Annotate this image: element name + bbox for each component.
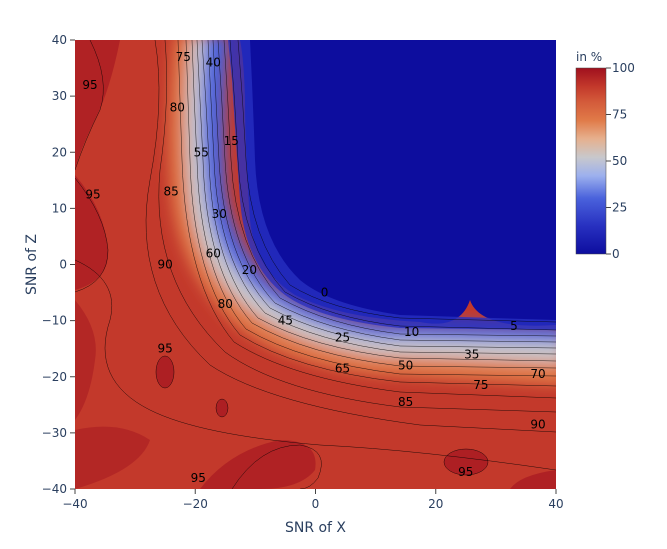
contour-label: 80	[218, 297, 233, 311]
contour-label: 20	[242, 263, 257, 277]
contour-label: 90	[158, 258, 173, 272]
colorbar-tick-label: 75	[612, 108, 627, 122]
contour-label: 5	[510, 319, 518, 333]
colorbar-gradient	[575, 67, 607, 255]
contour-label: 95	[85, 187, 100, 201]
colorbar-title: in %	[576, 50, 602, 64]
x-tick-label: 20	[428, 497, 443, 511]
x-tick-label: −20	[183, 497, 208, 511]
contour-label: 95	[191, 471, 206, 485]
y-tick-label: −10	[42, 314, 67, 328]
contour-label: 95	[158, 342, 173, 356]
x-axis: −40 −20 0 20 40 SNR of X	[62, 489, 564, 536]
contour-label: 25	[335, 330, 350, 344]
contour-label: 35	[464, 347, 479, 361]
contour-label: 55	[194, 145, 209, 159]
contour-label: 30	[212, 207, 227, 221]
contour-label: 95	[458, 465, 473, 479]
y-tick-label: −20	[42, 370, 67, 384]
contour-label: 95	[82, 78, 97, 92]
contour-label: 10	[404, 325, 419, 339]
contour-plot-area	[75, 40, 556, 489]
contour-label: 50	[398, 359, 413, 373]
y-tick-label: 10	[52, 201, 67, 215]
y-tick-label: 40	[52, 33, 67, 47]
x-tick-label: −40	[62, 497, 87, 511]
contour-label: 65	[335, 361, 350, 375]
colorbar-tick-label: 25	[612, 201, 627, 215]
x-axis-title: SNR of X	[285, 520, 346, 536]
contour-label: 70	[530, 367, 545, 381]
contour-label: 80	[170, 100, 185, 114]
x-tick-label: 40	[548, 497, 563, 511]
colorbar: in % 0 25 50 75 100	[575, 50, 635, 261]
y-tick-label: −40	[42, 482, 67, 496]
y-tick-label: 30	[52, 89, 67, 103]
colorbar-tick-label: 100	[612, 61, 635, 75]
y-tick-label: −30	[42, 426, 67, 440]
contour-label: 15	[224, 134, 239, 148]
y-axis: −40 −30 −20 −10 0 10 20 30 40 SNR of Z	[24, 33, 75, 496]
contour-label: 75	[473, 378, 488, 392]
contour-label: 45	[278, 314, 293, 328]
y-axis-title: SNR of Z	[24, 234, 40, 295]
colorbar-tick-label: 0	[612, 247, 620, 261]
y-tick-label: 20	[52, 145, 67, 159]
contour-label: 60	[206, 246, 221, 260]
y-tick-label: 0	[59, 258, 67, 272]
contour-label: 85	[164, 185, 179, 199]
contour-labels: 75 40 95 80 15 55 85 95 30 60 90 20 0 80 45 25 10 5 95 35 50…	[82, 50, 545, 485]
colorbar-tick-label: 50	[612, 154, 627, 168]
contour-label: 40	[206, 55, 221, 69]
x-tick-label: 0	[312, 497, 320, 511]
contour-label: 0	[321, 286, 329, 300]
contour-label: 75	[176, 50, 191, 64]
contour-label: 90	[530, 417, 545, 431]
contour-label: 85	[398, 395, 413, 409]
